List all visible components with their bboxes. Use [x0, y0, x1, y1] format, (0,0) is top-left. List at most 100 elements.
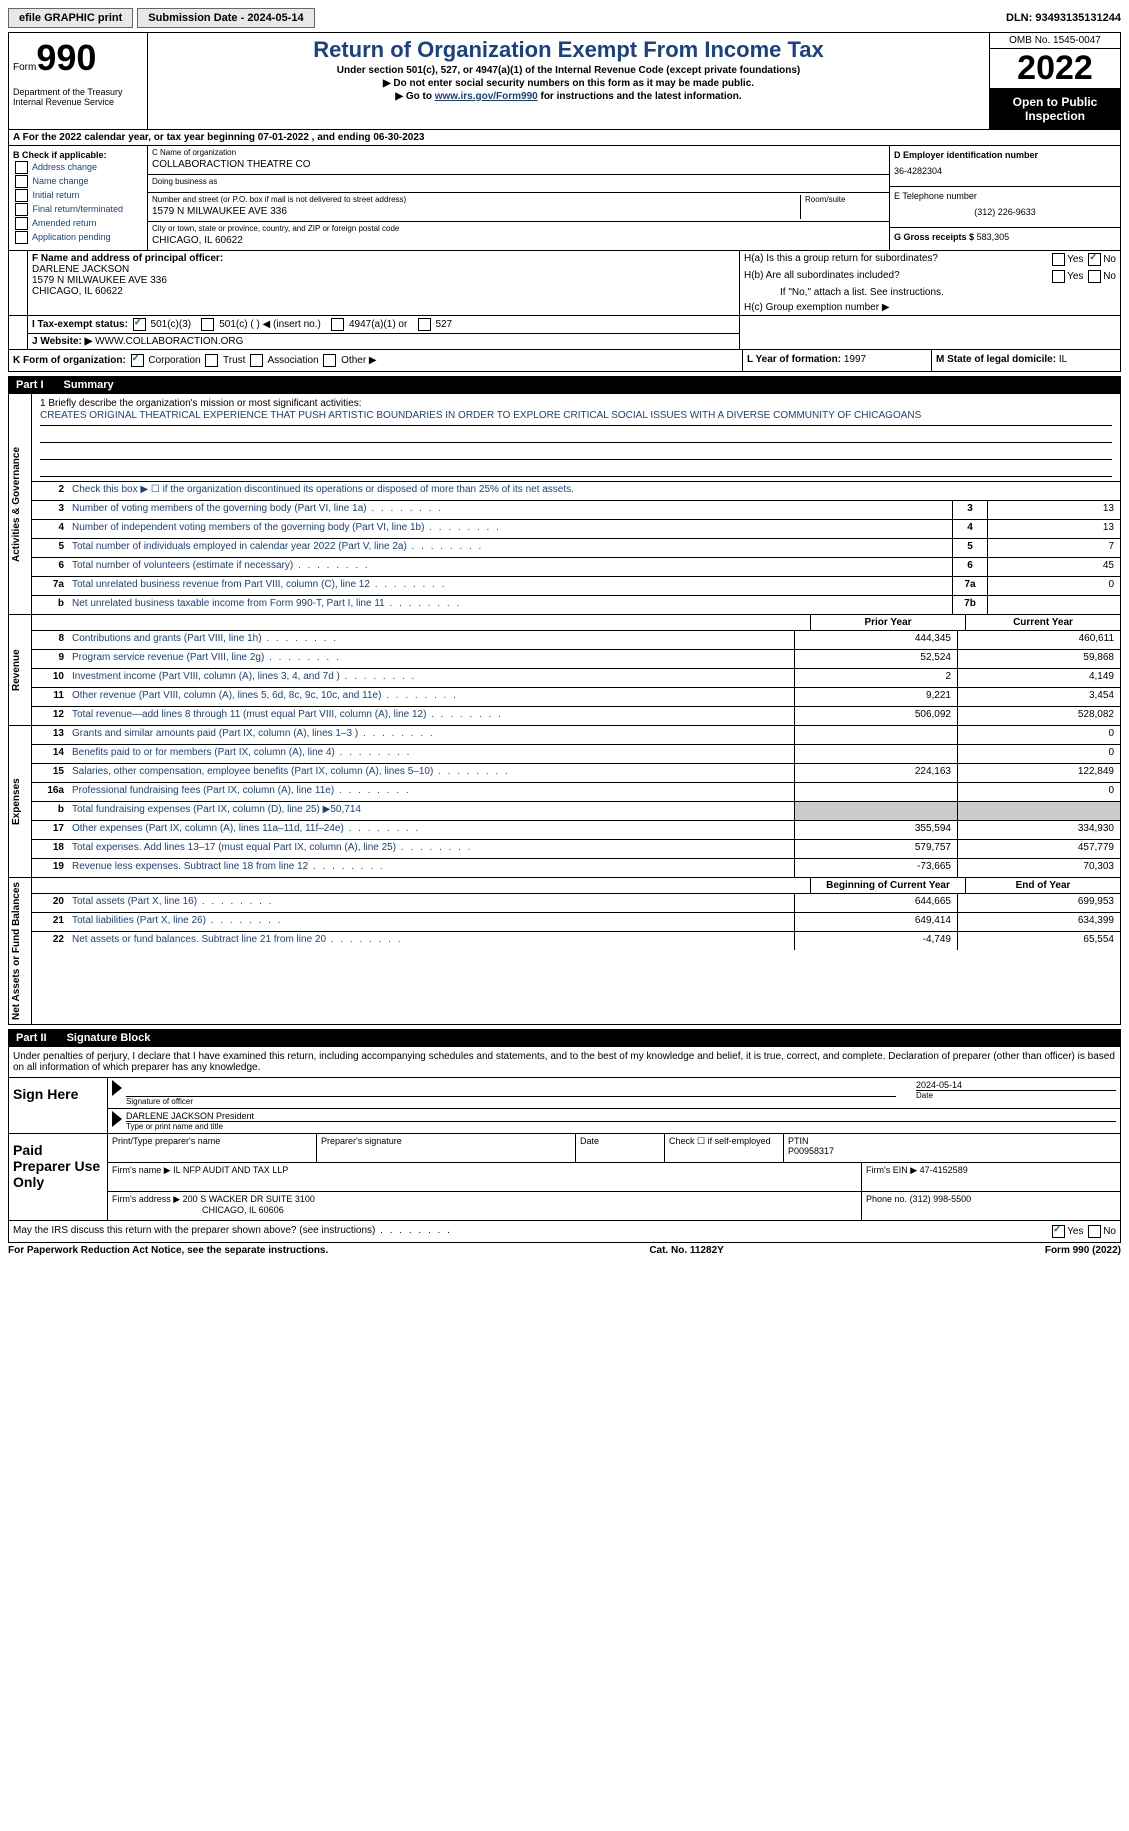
summary-row: 14Benefits paid to or for members (Part …: [32, 745, 1120, 764]
firm-phone-label: Phone no.: [866, 1194, 907, 1204]
gross-receipts-label: G Gross receipts $: [894, 232, 974, 242]
col-b-header: B Check if applicable:: [13, 150, 107, 160]
vert-governance: Activities & Governance: [9, 394, 32, 614]
check-amended[interactable]: Amended return: [13, 217, 143, 230]
check-501c3[interactable]: [133, 318, 146, 331]
discuss-label: May the IRS discuss this return with the…: [13, 1225, 1050, 1238]
summary-row: 3Number of voting members of the governi…: [32, 501, 1120, 520]
hb-yes[interactable]: [1052, 270, 1065, 283]
tax-status-label: I Tax-exempt status:: [32, 319, 128, 330]
ha-no[interactable]: [1088, 253, 1101, 266]
form-org-label: K Form of organization:: [13, 355, 126, 366]
sign-here-label: Sign Here: [9, 1078, 108, 1133]
check-527[interactable]: [418, 318, 431, 331]
firm-ein-label: Firm's EIN ▶: [866, 1165, 917, 1175]
irs-link[interactable]: www.irs.gov/Form990: [435, 91, 538, 102]
footer-mid: Cat. No. 11282Y: [649, 1245, 723, 1256]
form-number: 990: [36, 37, 96, 78]
domicile: IL: [1059, 354, 1067, 365]
summary-row: 6Total number of volunteers (estimate if…: [32, 558, 1120, 577]
sig-date-label: Date: [916, 1090, 1116, 1100]
sign-here-block: Sign Here Signature of officer 2024-05-1…: [8, 1078, 1121, 1134]
section-f-h: F Name and address of principal officer:…: [8, 251, 1121, 316]
col-end-year: End of Year: [965, 878, 1120, 893]
summary-row: 19Revenue less expenses. Subtract line 1…: [32, 859, 1120, 877]
paid-preparer-block: Paid Preparer Use Only Print/Type prepar…: [8, 1134, 1121, 1221]
vert-expenses: Expenses: [9, 726, 32, 877]
check-assoc[interactable]: [250, 354, 263, 367]
subtitle-3: ▶ Go to www.irs.gov/Form990 for instruct…: [152, 91, 985, 102]
room-label: Room/suite: [805, 195, 885, 204]
firm-name-label: Firm's name ▶: [112, 1165, 171, 1175]
check-application-pending[interactable]: Application pending: [13, 231, 143, 244]
form-label: Form: [13, 62, 36, 73]
summary-row: 17Other expenses (Part IX, column (A), l…: [32, 821, 1120, 840]
check-4947[interactable]: [331, 318, 344, 331]
city: CHICAGO, IL 60622: [152, 233, 885, 248]
check-501c[interactable]: [201, 318, 214, 331]
summary-row: bNet unrelated business taxable income f…: [32, 596, 1120, 614]
phone-value: (312) 226-9633: [894, 201, 1116, 223]
gross-receipts-value: 583,305: [977, 232, 1010, 242]
year-formation: 1997: [844, 354, 866, 365]
firm-phone: (312) 998-5500: [910, 1194, 972, 1204]
check-trust[interactable]: [205, 354, 218, 367]
summary-row: 10Investment income (Part VIII, column (…: [32, 669, 1120, 688]
address: 1579 N MILWAUKEE AVE 336: [152, 204, 800, 219]
officer-addr2: CHICAGO, IL 60622: [32, 286, 123, 297]
officer-label: F Name and address of principal officer:: [32, 253, 223, 264]
summary-row: 16aProfessional fundraising fees (Part I…: [32, 783, 1120, 802]
check-corp[interactable]: [131, 354, 144, 367]
summary-row: 4Number of independent voting members of…: [32, 520, 1120, 539]
hb-note: If "No," attach a list. See instructions…: [740, 285, 1120, 300]
check-other[interactable]: [323, 354, 336, 367]
ha-label: H(a) Is this a group return for subordin…: [744, 253, 938, 266]
city-label: City or town, state or province, country…: [152, 224, 885, 233]
summary-row: 15Salaries, other compensation, employee…: [32, 764, 1120, 783]
dba-value: [152, 186, 885, 190]
efile-print-button[interactable]: efile GRAPHIC print: [8, 8, 133, 28]
website-label: J Website: ▶: [32, 336, 92, 347]
officer-printed-name: DARLENE JACKSON President: [126, 1111, 1116, 1121]
ptin-label: PTIN: [788, 1136, 809, 1146]
arrow-icon: [112, 1111, 122, 1127]
prep-date-label: Date: [576, 1134, 665, 1162]
section-i-j: I Tax-exempt status: 501(c)(3) 501(c) ( …: [8, 316, 1121, 350]
part-2-header: Part II Signature Block: [8, 1029, 1121, 1047]
discuss-row: May the IRS discuss this return with the…: [8, 1221, 1121, 1243]
firm-ein: 47-4152589: [920, 1165, 968, 1175]
footer-left: For Paperwork Reduction Act Notice, see …: [8, 1245, 328, 1256]
penalty-statement: Under penalties of perjury, I declare th…: [8, 1047, 1121, 1078]
year-formation-label: L Year of formation:: [747, 354, 841, 365]
discuss-yes[interactable]: [1052, 1225, 1065, 1238]
dln: DLN: 93493135131244: [1006, 12, 1121, 24]
org-name: COLLABORACTION THEATRE CO: [152, 157, 885, 172]
hc-label: H(c) Group exemption number ▶: [740, 300, 1120, 315]
mission-label: 1 Briefly describe the organization's mi…: [40, 398, 362, 409]
check-name-change[interactable]: Name change: [13, 175, 143, 188]
summary-row: 9Program service revenue (Part VIII, lin…: [32, 650, 1120, 669]
summary-net-assets: Net Assets or Fund Balances Beginning of…: [8, 878, 1121, 1025]
summary-governance: Activities & Governance 1 Briefly descri…: [8, 394, 1121, 615]
hb-no[interactable]: [1088, 270, 1101, 283]
check-final-return[interactable]: Final return/terminated: [13, 203, 143, 216]
form-header: Form990 Department of the Treasury Inter…: [8, 32, 1121, 130]
discuss-no[interactable]: [1088, 1225, 1101, 1238]
paid-preparer-label: Paid Preparer Use Only: [9, 1134, 108, 1220]
dba-label: Doing business as: [152, 177, 885, 186]
summary-row: 13Grants and similar amounts paid (Part …: [32, 726, 1120, 745]
subtitle-1: Under section 501(c), 527, or 4947(a)(1)…: [152, 65, 985, 76]
top-bar: efile GRAPHIC print Submission Date - 20…: [8, 8, 1121, 28]
part-1-header: Part I Summary: [8, 376, 1121, 394]
sig-date: 2024-05-14: [916, 1080, 1116, 1090]
department: Department of the Treasury Internal Reve…: [13, 87, 143, 107]
tax-year: 2022: [990, 49, 1120, 89]
summary-row: bTotal fundraising expenses (Part IX, co…: [32, 802, 1120, 821]
summary-revenue: Revenue Prior Year Current Year 8Contrib…: [8, 615, 1121, 726]
ha-yes[interactable]: [1052, 253, 1065, 266]
website-value: WWW.COLLABORACTION.ORG: [95, 336, 243, 347]
check-address-change[interactable]: Address change: [13, 161, 143, 174]
check-initial-return[interactable]: Initial return: [13, 189, 143, 202]
phone-label: E Telephone number: [894, 191, 977, 201]
summary-row: 7aTotal unrelated business revenue from …: [32, 577, 1120, 596]
